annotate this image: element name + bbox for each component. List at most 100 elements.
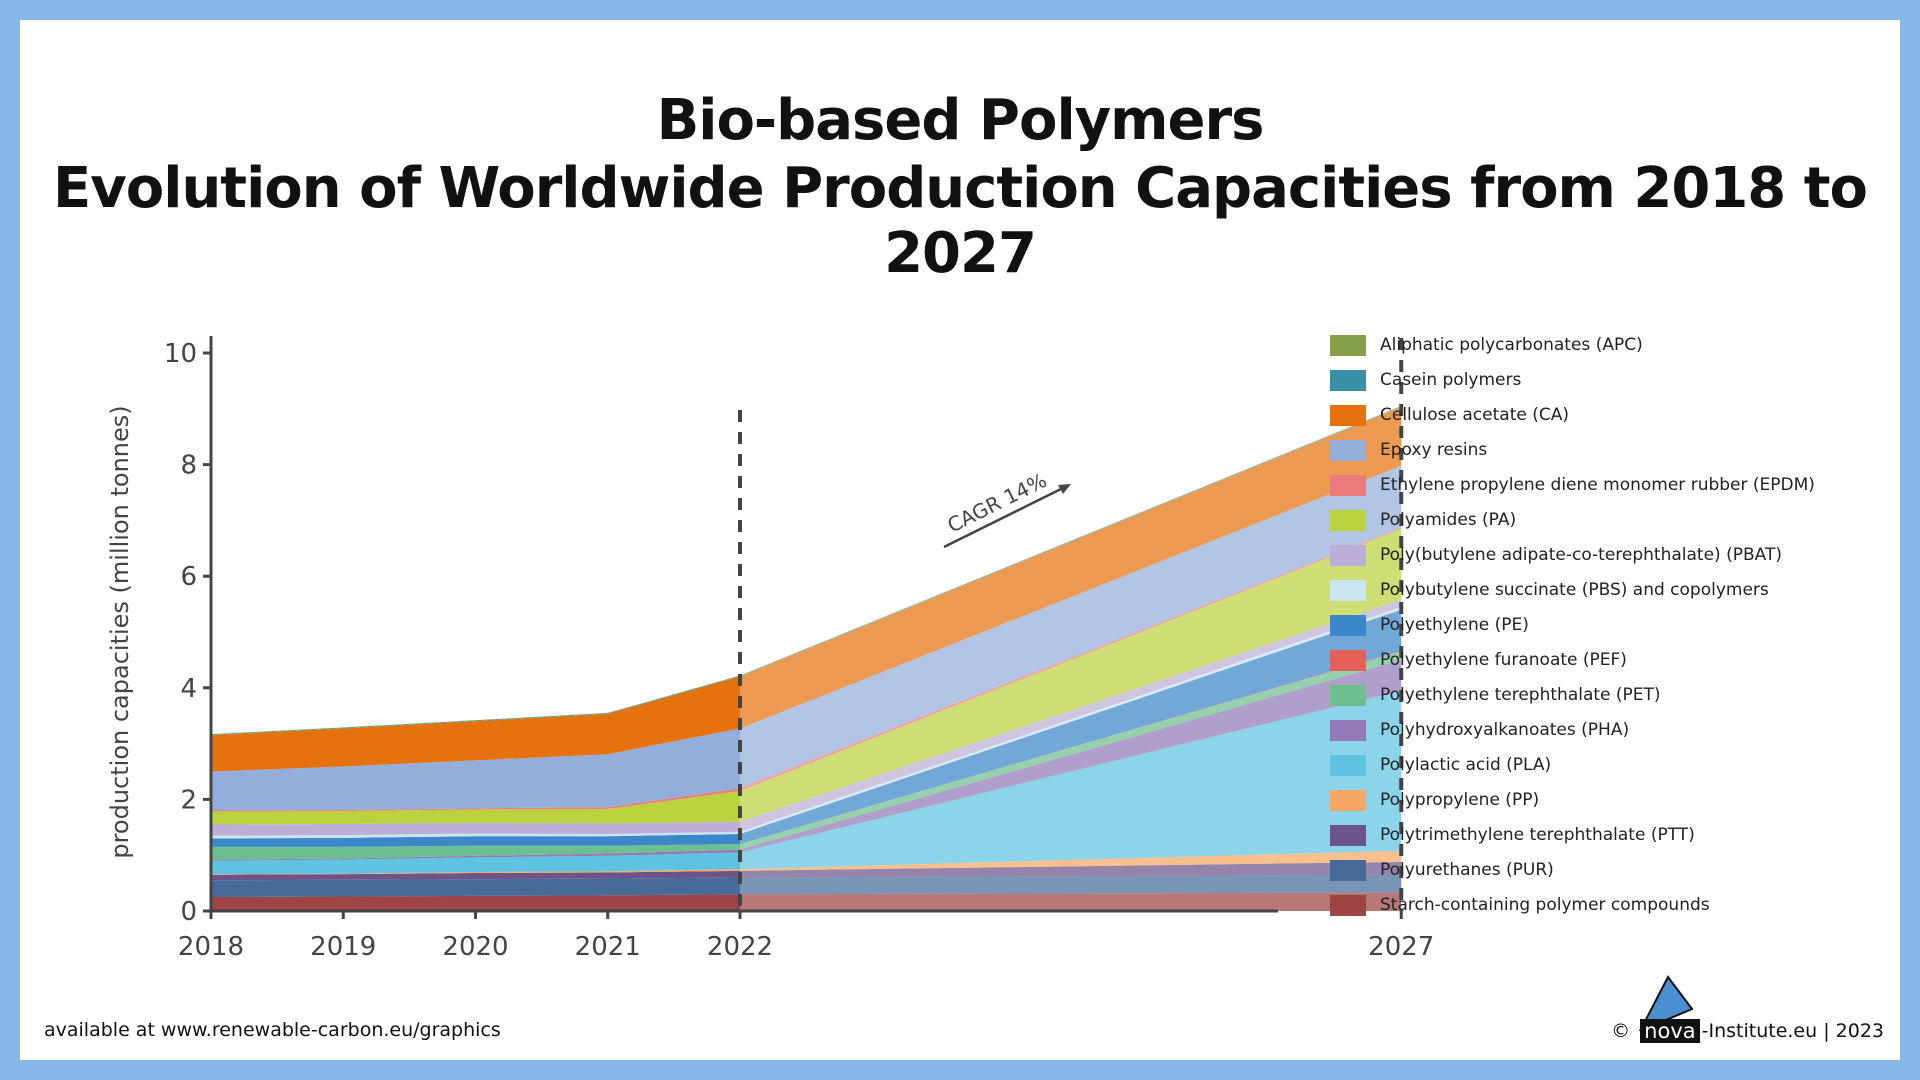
area-9-actual [211,831,740,839]
legend-label: Aliphatic polycarbonates (APC) [1380,335,1643,355]
area-5-forecast [740,659,1402,853]
legend-swatch [1330,369,1366,391]
legend-item: Casein polymers [1330,369,1521,391]
copyright-footer: © nova -Institute.eu | 2023 [1611,975,1884,1043]
chart-subtitle: Evolution of Worldwide Production Capaci… [53,156,1868,286]
x-tick-label: 2022 [707,932,773,962]
area-15-forecast [740,406,1402,677]
legend-item: Polybutylene succinate (PBS) and copolym… [1330,579,1769,601]
legend-label: Polybutylene succinate (PBS) and copolym… [1380,580,1769,600]
legend-swatch [1330,684,1366,706]
legend-item: Polyamides (PA) [1330,509,1516,531]
legend-swatch [1330,894,1366,916]
legend-label: Ethylene propylene diene monomer rubber … [1380,475,1815,495]
legend-item: Polytrimethylene terephthalate (PTT) [1330,824,1695,846]
area-13-forecast [740,465,1402,789]
legend-swatch [1330,439,1366,461]
legend-item: Polypropylene (PP) [1330,789,1539,811]
x-tick-label: 2021 [575,932,641,962]
copyright-text: -Institute.eu | 2023 [1701,1020,1884,1042]
x-tick-label: 2020 [442,932,508,962]
area-1-forecast [740,874,1402,895]
cagr-annotation: CAGR 14% [943,468,1071,549]
legend-label: Starch-containing polymer compounds [1380,895,1710,915]
legend-item: Polyethylene terephthalate (PET) [1330,684,1661,706]
area-4-forecast [740,690,1402,870]
legend-item: Polyethylene furanoate (PEF) [1330,649,1627,671]
source-footer: available at www.renewable-carbon.eu/gra… [44,1019,501,1041]
area-10-forecast [740,599,1402,832]
legend-label: Polyamides (PA) [1380,510,1517,530]
legend-item: Polylactic acid (PLA) [1330,754,1551,776]
legend-swatch [1330,719,1366,741]
x-tick-label: 2018 [178,932,244,962]
legend-label: Casein polymers [1380,370,1522,390]
area-16-forecast [740,406,1402,677]
area-2-actual [211,870,740,881]
legend-swatch [1330,404,1366,426]
chart-title: Bio-based Polymers [656,88,1265,153]
y-tick-label: 4 [180,674,197,704]
y-tick-label: 2 [180,785,197,815]
legend-swatch [1330,614,1366,636]
x-tick-label: 2019 [310,932,376,962]
y-tick-label: 10 [164,339,197,369]
legend-label: Polyhydroxyalkanoates (PHA) [1380,720,1630,740]
y-tick-label: 8 [180,451,197,481]
area-0-actual [211,894,740,911]
area-6-forecast [740,651,1402,850]
legend-label: Polyethylene terephthalate (PET) [1380,685,1661,705]
area-0-forecast [740,892,1402,911]
area-8-actual [211,833,740,847]
legend-item: Polyethylene (PE) [1330,614,1529,636]
legend-item: Cellulose acetate (CA) [1330,404,1569,426]
legend-label: Poly(butylene adipate-co-terephthalate) … [1380,545,1782,565]
legend-item: Epoxy resins [1330,439,1487,461]
area-10-actual [211,821,740,836]
area-3-forecast [740,850,1402,871]
legend-item: Polyhydroxyalkanoates (PHA) [1330,719,1629,741]
legend-item: Ethylene propylene diene monomer rubber … [1330,474,1815,496]
area-9-forecast [740,606,1402,834]
legend-swatch [1330,859,1366,881]
legend-item: Poly(butylene adipate-co-terephthalate) … [1330,544,1782,566]
legend-label: Polytrimethylene terephthalate (PTT) [1380,825,1695,845]
legend-label: Epoxy resins [1380,440,1488,460]
area-13-actual [211,728,740,811]
copyright-symbol: © [1611,1020,1631,1042]
legend-swatch [1330,544,1366,566]
legend-item: Aliphatic polycarbonates (APC) [1330,334,1643,356]
y-tick-label: 0 [180,897,197,927]
area-1-actual [211,877,740,898]
x-tick-label: 2027 [1368,932,1434,962]
legend-item: Starch-containing polymer compounds [1330,894,1710,916]
area-2-forecast [740,861,1402,878]
legend-swatch [1330,334,1366,356]
legend-label: Polyurethanes (PUR) [1380,860,1554,880]
legend-label: Polylactic acid (PLA) [1380,755,1552,775]
area-14-actual [211,676,740,772]
legend-swatch [1330,789,1366,811]
area-5-actual [211,849,740,861]
legend-swatch [1330,579,1366,601]
area-4-actual [211,852,740,875]
area-11-forecast [740,528,1402,822]
y-axis-label: production capacities (million tonnes) [106,405,134,858]
legend-label: Polyethylene furanoate (PEF) [1380,650,1627,670]
legend-swatch [1330,474,1366,496]
area-8-forecast [740,609,1402,845]
legend-swatch [1330,649,1366,671]
area-11-actual [211,791,740,825]
area-14-forecast [740,407,1402,729]
nova-logo: nova [1638,975,1701,1043]
area-6-actual [211,844,740,860]
legend-label: Polypropylene (PP) [1380,790,1540,810]
legend-item: Polyurethanes (PUR) [1330,859,1554,881]
legend-label: Polyethylene (PE) [1380,615,1529,635]
legend-swatch [1330,824,1366,846]
legend-swatch [1330,509,1366,531]
area-12-forecast [740,527,1402,792]
y-tick-label: 6 [180,562,197,592]
legend-label: Cellulose acetate (CA) [1380,405,1569,425]
